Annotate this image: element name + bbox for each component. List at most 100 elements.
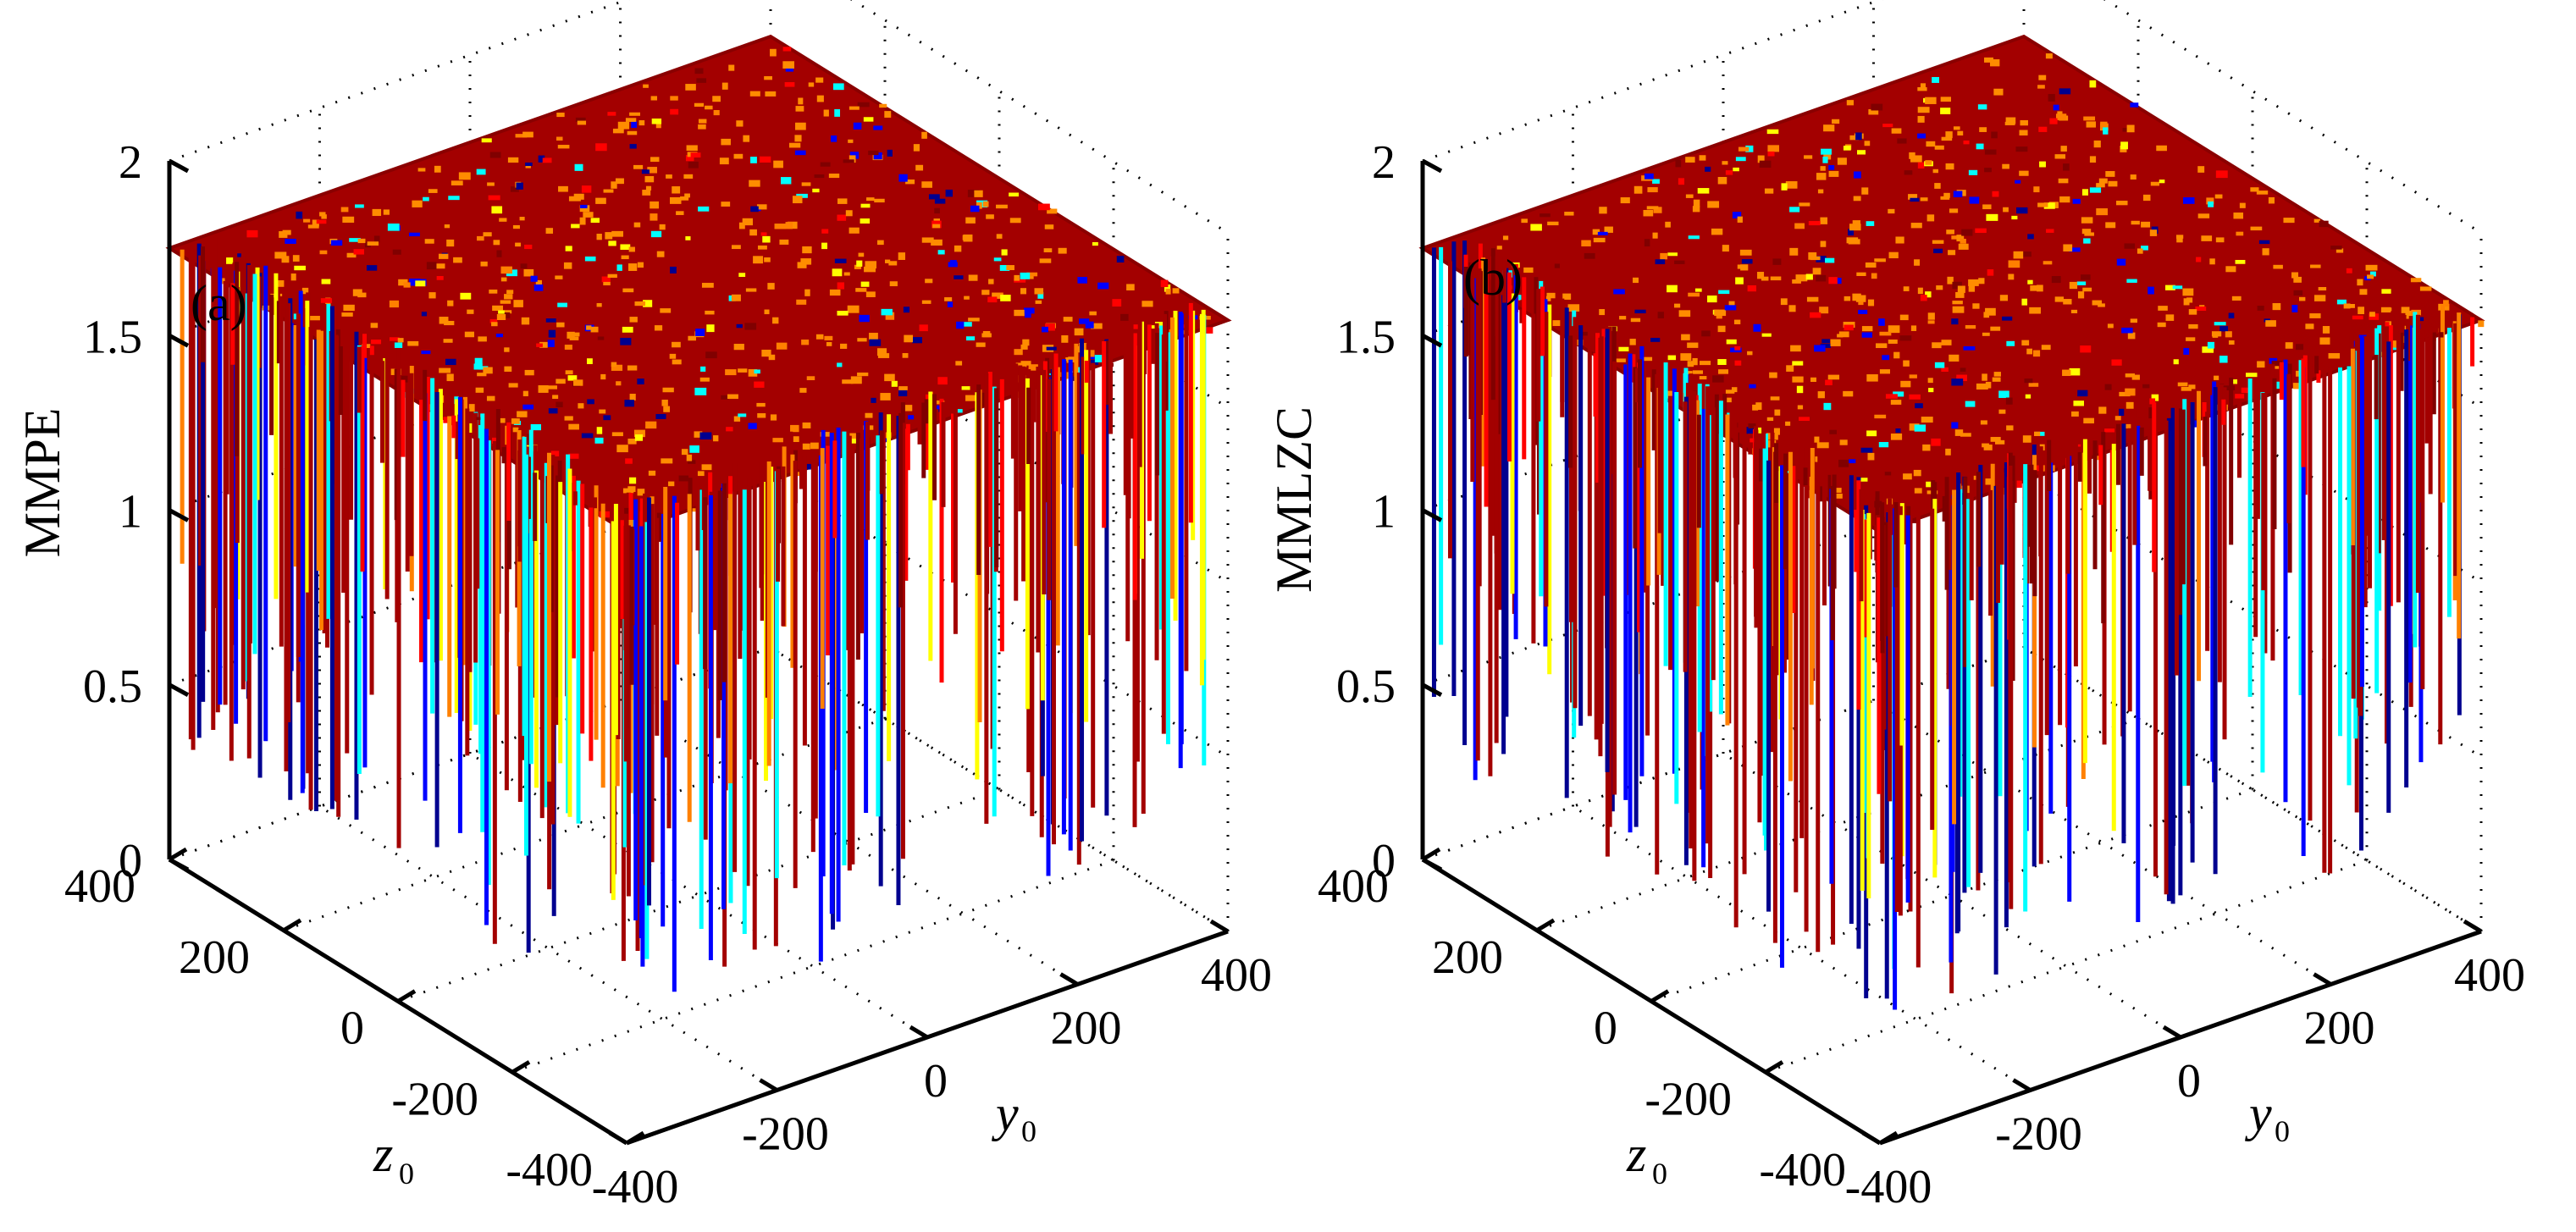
surface-cell (1879, 331, 1892, 336)
surface-cell (1951, 378, 1964, 386)
surface-cell (1956, 235, 1965, 242)
surface-cell (754, 369, 760, 374)
surface-cell (1821, 339, 1831, 344)
surface-cell (688, 335, 696, 341)
surface-cell (949, 260, 957, 266)
surface-cell (792, 196, 803, 204)
surface-cell (2359, 289, 2368, 296)
surface-cell (556, 136, 563, 141)
surface-cell (1849, 135, 1860, 141)
surface-cell (887, 149, 893, 157)
surface-cell (1945, 131, 1953, 139)
surface-cell (1993, 88, 2004, 96)
surface-cell (536, 343, 543, 347)
surface-cell (631, 121, 638, 129)
surface-cell (1001, 249, 1008, 256)
surface-cell (1820, 343, 1831, 348)
surface-cell (2183, 197, 2195, 204)
surface-cell (1165, 289, 1171, 295)
surface-cell (1893, 391, 1904, 397)
surface-cell (1079, 318, 1090, 324)
surface-cell (866, 197, 875, 202)
surface-cell (645, 421, 657, 429)
surface-cell (1735, 277, 1744, 285)
surface-cell (417, 168, 426, 172)
surface-cell (1712, 375, 1724, 383)
surface-cell (491, 322, 498, 327)
surface-cell (2314, 295, 2326, 301)
surface-cell (1998, 390, 2009, 398)
surface-cell (713, 109, 720, 116)
surface-cell (556, 322, 565, 328)
surface-cell (2063, 299, 2072, 305)
surface-cell (627, 438, 637, 445)
surface-cell (857, 338, 867, 342)
surface-cell (1674, 260, 1685, 264)
surface-cell (1903, 360, 1910, 367)
surface-cell (961, 386, 970, 390)
surface-cell (595, 197, 606, 204)
surface-cell (294, 265, 306, 271)
surface-cell (1986, 213, 1998, 221)
surface-cell (2033, 431, 2041, 437)
surface-cell (934, 207, 940, 214)
surface-cell (1564, 212, 1574, 216)
surface-cell (676, 211, 684, 215)
surface-cell (1711, 228, 1723, 235)
surface-cell (1613, 289, 1625, 295)
surface-cell (749, 180, 760, 187)
panel-label: (a) (191, 275, 247, 331)
surface-cell (1816, 256, 1827, 262)
surface-cell (757, 413, 766, 418)
surface-cell (831, 135, 837, 142)
surface-cell (1933, 248, 1943, 254)
surface-cell (500, 277, 507, 282)
surface-cell (2142, 194, 2151, 202)
surface-cell (840, 343, 848, 349)
surface-cell (512, 224, 520, 229)
surface-cell (460, 292, 472, 300)
surface-cell (564, 345, 572, 350)
surface-cell (373, 235, 380, 243)
y0-tick-label: 0 (924, 1055, 948, 1108)
surface-cell (2116, 201, 2128, 206)
surface-cell (733, 344, 744, 351)
surface-cell (372, 208, 382, 217)
surface-cell (1858, 301, 1864, 306)
surface-cell (1899, 335, 1912, 341)
surface-cell (625, 118, 637, 122)
surface-cell (581, 433, 594, 439)
surface-cell (701, 283, 714, 288)
surface-cell (1769, 372, 1777, 378)
surface-cell (1688, 292, 1700, 297)
surface-cell (795, 122, 806, 130)
surface-cell (1833, 278, 1842, 285)
surface-cell (2130, 102, 2139, 108)
surface-cell (341, 312, 353, 317)
surface-cell (2214, 194, 2223, 199)
y0-axis-label: y (991, 1086, 1019, 1141)
surface-cell (1940, 108, 1951, 114)
surface-cell (1952, 301, 1963, 305)
surface-cell (1866, 221, 1875, 226)
surface-cell (2080, 345, 2092, 353)
surface-cell (596, 427, 603, 434)
surface-cell (516, 182, 523, 190)
surface-cell (438, 253, 449, 259)
surface-cell (587, 358, 593, 365)
surface-cell (2310, 264, 2321, 268)
surface-cell (451, 180, 463, 185)
surface-cell (2478, 320, 2485, 328)
surface-cell (2028, 383, 2039, 387)
surface (1418, 34, 2485, 1010)
surface-cell (1680, 353, 1692, 361)
surface-cell (1960, 367, 1966, 372)
surface-cell (477, 235, 484, 241)
surface-cell (2201, 235, 2213, 241)
surface-cell (1780, 298, 1788, 306)
surface-cell (871, 397, 876, 403)
surface-cell (2250, 187, 2259, 192)
surface-cell (685, 84, 696, 91)
surface-cell (1046, 346, 1057, 351)
surface-cell (1903, 286, 1910, 291)
